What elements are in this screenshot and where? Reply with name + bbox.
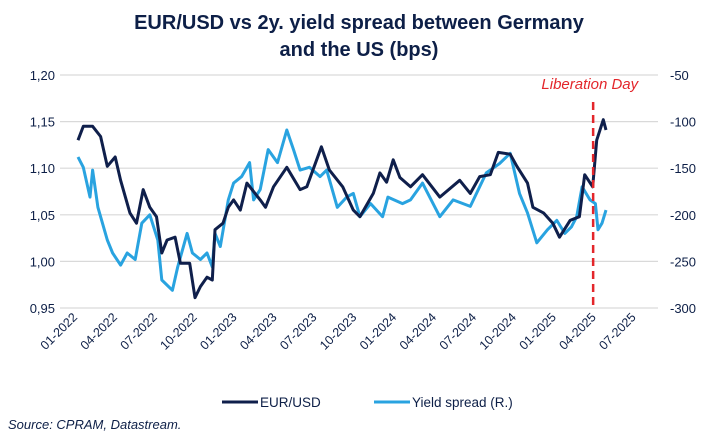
series-lines — [76, 118, 608, 300]
x-tick-label: 04-2025 — [556, 310, 598, 352]
right-axis-ticks: -50 -100 -150 -200 -250 -300 — [670, 68, 696, 316]
legend: EUR/USD Yield spread (R.) — [222, 395, 513, 410]
left-tick-label: 1,05 — [30, 208, 55, 223]
x-tick-label: 01-2023 — [197, 310, 239, 352]
source-note: Source: CPRAM, Datastream. — [8, 417, 182, 432]
gridlines — [60, 74, 658, 309]
chart-title-line-2: and the US (bps) — [279, 39, 439, 61]
legend-label-eurusd: EUR/USD — [260, 395, 321, 410]
left-tick-label: 1,15 — [30, 115, 55, 130]
series-line-eurusd — [76, 118, 608, 300]
x-tick-label: 01-2025 — [517, 310, 559, 352]
left-tick-label: 1,00 — [30, 254, 55, 269]
right-tick-label: -50 — [670, 68, 689, 83]
left-axis-ticks: 1,20 1,15 1,10 1,05 1,00 0,95 — [30, 68, 55, 316]
x-tick-label: 07-2022 — [118, 310, 160, 352]
chart-title-line-1: EUR/USD vs 2y. yield spread between Germ… — [134, 12, 584, 34]
left-tick-label: 1,10 — [30, 161, 55, 176]
x-tick-label: 07-2025 — [596, 310, 638, 352]
x-tick-label: 04-2024 — [397, 310, 439, 352]
left-tick-label: 0,95 — [30, 301, 55, 316]
chart-title: EUR/USD vs 2y. yield spread between Germ… — [0, 10, 718, 64]
x-tick-label: 01-2024 — [357, 310, 399, 352]
x-tick-label: 04-2022 — [78, 310, 120, 352]
right-tick-label: -150 — [670, 161, 696, 176]
x-axis-ticks: 01-202204-202207-202210-202201-202304-20… — [38, 310, 639, 352]
x-tick-label: 10-2022 — [157, 310, 199, 352]
annotation: Liberation Day — [541, 76, 640, 308]
right-tick-label: -200 — [670, 208, 696, 223]
x-tick-label: 07-2024 — [437, 310, 479, 352]
x-tick-label: 01-2022 — [38, 310, 80, 352]
x-tick-label: 10-2024 — [477, 310, 519, 352]
right-tick-label: -300 — [670, 301, 696, 316]
x-tick-label: 10-2023 — [317, 310, 359, 352]
legend-label-yield-spread: Yield spread (R.) — [412, 395, 513, 410]
left-tick-label: 1,20 — [30, 68, 55, 83]
right-tick-label: -100 — [670, 115, 696, 130]
x-tick-label: 07-2023 — [277, 310, 319, 352]
series-line-yield-spread — [76, 128, 608, 292]
x-tick-label: 04-2023 — [237, 310, 279, 352]
right-tick-label: -250 — [670, 254, 696, 269]
liberation-day-label: Liberation Day — [541, 76, 639, 93]
